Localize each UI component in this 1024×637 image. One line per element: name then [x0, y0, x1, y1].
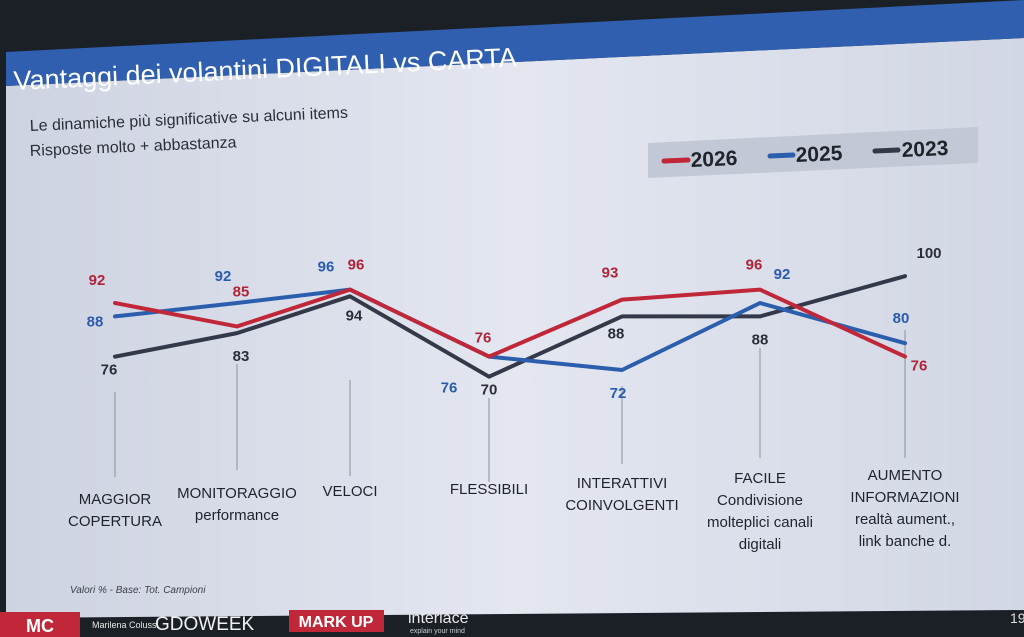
category-label: link banche d. [859, 533, 952, 550]
legend-label-2026: 2026 [690, 147, 738, 172]
series-line-2026 [113, 287, 907, 359]
interlace-logo: interlace [408, 610, 469, 627]
data-label-2026: 76 [475, 330, 492, 347]
category-label: AUMENTO [868, 467, 943, 484]
mc-logo-text: MC [26, 616, 54, 636]
data-label-2026: 92 [89, 272, 106, 289]
author-name: Marilena Colussi [92, 620, 159, 630]
data-label-2023: 76 [101, 362, 118, 379]
category-label: realtà aument., [855, 511, 955, 528]
data-label-2025: 92 [774, 266, 791, 283]
data-label-2026: 76 [911, 358, 928, 375]
data-label-2026: 96 [746, 257, 763, 274]
category-label: FLESSIBILI [450, 481, 528, 498]
category-label: FACILE [734, 470, 786, 487]
legend-label-2025: 2025 [795, 142, 843, 167]
data-label-2023: 100 [916, 245, 941, 262]
data-label-2026: 93 [602, 265, 619, 282]
category-label: COPERTURA [68, 513, 162, 530]
category-label: VELOCI [322, 483, 377, 500]
markup-logo: MARK UP [299, 614, 374, 631]
legend-box [648, 127, 978, 178]
data-label-2023: 88 [752, 331, 769, 348]
data-label-2026: 96 [348, 257, 365, 274]
legend-swatch-2026 [661, 157, 691, 164]
series-line-2023 [113, 274, 907, 379]
data-label-2025: 96 [318, 259, 335, 276]
category-label: MONITORAGGIO [177, 485, 297, 502]
category-label: Condivisione [717, 492, 803, 509]
footer: MC Marilena Colussi GDOWEEK MARK UP inte… [0, 610, 1024, 637]
data-label-2023: 83 [233, 348, 250, 365]
page-number: 19 [1010, 610, 1024, 626]
category-label: INTERATTIVI [577, 475, 668, 492]
data-label-2023: 70 [481, 382, 498, 399]
data-label-2025: 80 [893, 310, 910, 327]
category-label: INFORMAZIONI [850, 489, 959, 506]
header-bar [6, 0, 1024, 86]
category-label: digitali [739, 536, 782, 553]
interlace-tagline: explain your mind [410, 628, 465, 635]
data-label-2023: 88 [608, 325, 625, 342]
category-label: COINVOLGENTI [565, 497, 678, 514]
footnote: Valori % - Base: Tot. Campioni [70, 585, 206, 596]
data-label-2023: 94 [346, 307, 363, 324]
markup-logo-bg [289, 610, 384, 632]
category-label: molteplici canali [707, 514, 813, 531]
data-label-2025: 92 [215, 268, 232, 285]
gdoweek-logo: GDOWEEK [155, 614, 255, 635]
legend-label-2023: 2023 [901, 137, 949, 162]
data-label-2026: 85 [233, 283, 250, 300]
legend: 2026 2025 2023 [648, 127, 978, 178]
slide-background [6, 38, 1024, 618]
data-label-2025: 76 [441, 380, 458, 397]
category-label: performance [195, 507, 279, 524]
mc-logo [0, 612, 80, 637]
data-label-2025: 72 [610, 385, 627, 402]
data-label-2025: 88 [87, 313, 104, 330]
legend-swatch-2025 [767, 152, 796, 159]
legend-swatch-2023 [872, 147, 901, 154]
category-label: MAGGIOR [79, 491, 152, 508]
